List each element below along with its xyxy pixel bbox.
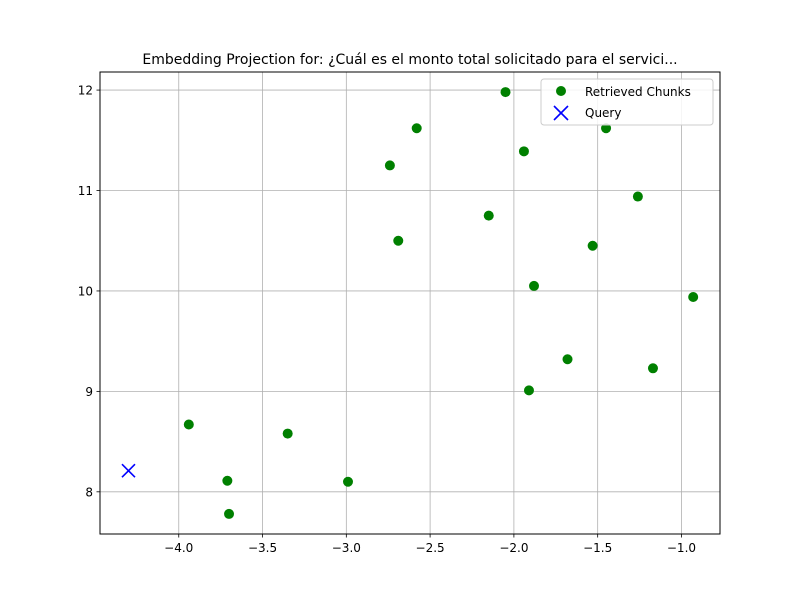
- retrieved-chunk-point: [224, 508, 235, 519]
- retrieved-chunk-point: [183, 419, 194, 430]
- y-tick-label: 11: [78, 184, 93, 198]
- retrieved-chunk-point: [562, 354, 573, 365]
- retrieved-chunk-point: [523, 385, 534, 396]
- y-tick-label: 12: [78, 84, 93, 98]
- retrieved-chunk-point: [384, 160, 395, 171]
- retrieved-chunk-point: [343, 476, 353, 487]
- plot-frame: [99, 71, 721, 535]
- x-axis-ticks: −4.0 −3.5 −3.0 −2.5 −2.0 −1.5 −1.0: [164, 534, 696, 555]
- x-tick-label: −2.0: [499, 541, 528, 555]
- y-axis-ticks: 8 9 10 11 12: [78, 84, 100, 499]
- x-tick-label: −2.5: [416, 541, 445, 555]
- retrieved-chunk-point: [587, 240, 598, 251]
- legend-label-query: Query: [585, 106, 621, 120]
- legend-marker-query: [553, 105, 569, 121]
- retrieved-chunk-point: [411, 123, 422, 134]
- y-tick-label: 10: [78, 284, 93, 298]
- retrieved-chunk-point: [518, 146, 529, 157]
- query-point: [121, 463, 136, 478]
- x-tick-label: −1.0: [667, 541, 696, 555]
- retrieved-chunk-point: [393, 235, 404, 246]
- retrieved-chunk-point: [601, 123, 612, 134]
- retrieved-chunk-point: [282, 428, 293, 439]
- retrieved-chunk-point: [500, 87, 511, 98]
- retrieved-chunk-point: [688, 291, 699, 302]
- x-tick-label: −4.0: [164, 541, 193, 555]
- legend-box: [540, 78, 714, 126]
- retrieved-chunk-point: [222, 475, 233, 486]
- grid: [100, 72, 720, 534]
- chart-title: Embedding Projection for: ¿Cuál es el mo…: [142, 52, 677, 68]
- x-tick-label: −1.5: [583, 541, 612, 555]
- legend-label-retrieved-chunks: Retrieved Chunks: [585, 85, 691, 99]
- legend-marker-retrieved-chunks: [556, 86, 566, 96]
- retrieved-chunk-point: [529, 280, 539, 291]
- x-tick-label: −3.0: [332, 541, 361, 555]
- x-tick-label: −3.5: [248, 541, 277, 555]
- y-tick-label: 8: [85, 485, 93, 499]
- data-points: [121, 87, 699, 519]
- y-tick-label: 9: [85, 385, 93, 399]
- legend: Retrieved Chunks Query: [540, 78, 714, 126]
- retrieved-chunk-point: [632, 191, 643, 202]
- retrieved-chunk-point: [483, 210, 494, 221]
- retrieved-chunk-point: [647, 363, 658, 374]
